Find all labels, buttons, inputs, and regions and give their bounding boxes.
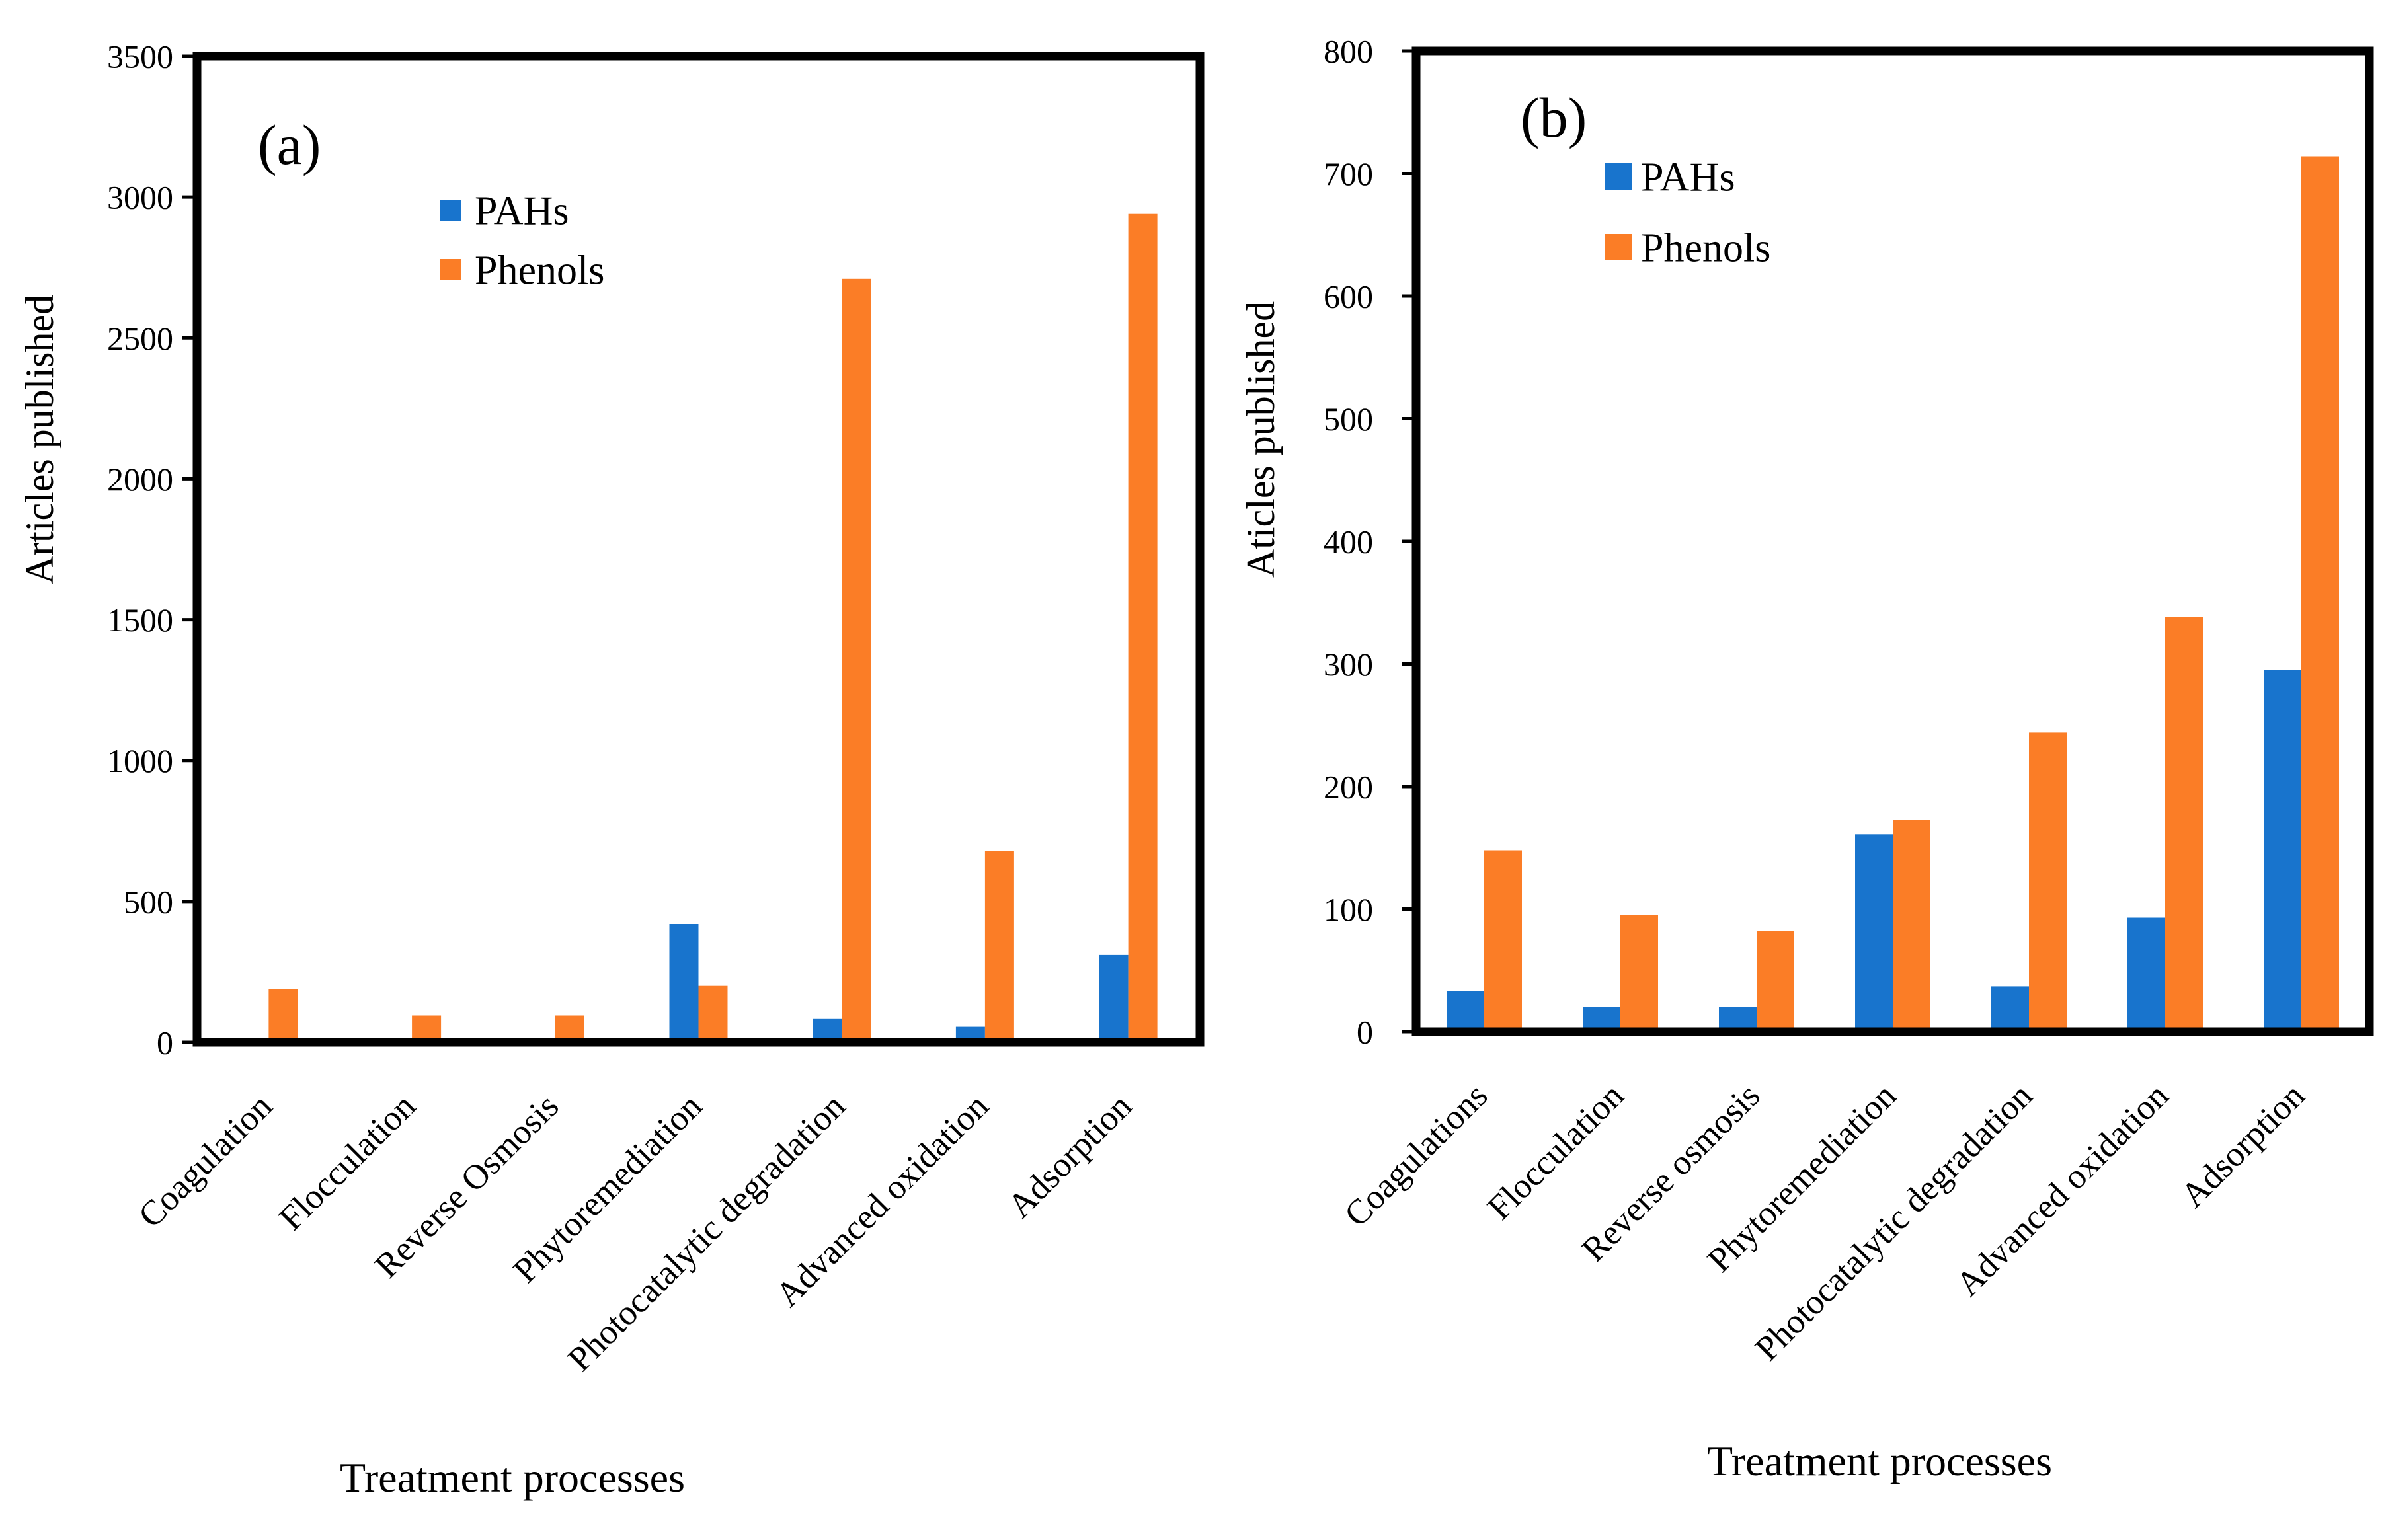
bar-phenols-1 (1620, 915, 1658, 1032)
legend-label-phenols: Phenols (1641, 226, 1770, 271)
y-tick-label-2: 1000 (107, 742, 173, 779)
bar-pahs-6 (1099, 954, 1129, 1042)
y-tick-label-8: 800 (1324, 33, 1373, 70)
x-category-label-0: Coagulations (1337, 1076, 1495, 1234)
bar-pahs-3 (1855, 834, 1893, 1032)
y-tick-label-6: 3000 (107, 179, 173, 216)
bar-phenols-2 (1757, 931, 1794, 1032)
legend-swatch-pahs (440, 200, 461, 221)
bar-phenols-2 (555, 1015, 584, 1042)
bar-phenols-0 (268, 989, 298, 1042)
y-tick-label-5: 2500 (107, 320, 173, 357)
bar-pahs-3 (669, 924, 699, 1042)
legend-label-phenols: Phenols (475, 249, 604, 293)
chart-panel-b: 0 100 200 300 400 500 600 700 800 CoagulationsFlo… (1239, 33, 2374, 1484)
y-tick-label-4: 2000 (107, 461, 173, 498)
panel-label: (a) (258, 113, 321, 176)
y-tick-label-4: 400 (1324, 523, 1373, 560)
bar-phenols-6 (2301, 156, 2339, 1032)
x-axis-title: Treatment processes (340, 1454, 685, 1501)
legend-swatch-pahs (1605, 163, 1632, 190)
bar-phenols-5 (2165, 617, 2203, 1032)
y-tick-label-0: 0 (157, 1024, 173, 1061)
x-category-label-4: Photocatalytic degradation (1748, 1076, 2040, 1368)
x-category-label-4: Photocatalytic degradation (561, 1087, 853, 1379)
bar-phenols-0 (1484, 850, 1522, 1032)
panel-label: (b) (1521, 86, 1587, 149)
y-tick-label-3: 300 (1324, 646, 1373, 683)
x-category-label-1: Flocculation (1480, 1076, 1631, 1227)
x-category-label-0: Coagulation (132, 1087, 280, 1235)
y-tick-label-3: 1500 (107, 601, 173, 638)
bar-phenols-1 (412, 1015, 442, 1042)
legend-swatch-phenols (1605, 234, 1632, 260)
x-category-label-1: Flocculation (272, 1087, 422, 1237)
y-tick-label-1: 100 (1324, 891, 1373, 928)
y-tick-label-5: 500 (1324, 401, 1373, 438)
y-axis-title: Articles published (18, 295, 61, 584)
y-tick-label-7: 700 (1324, 155, 1373, 192)
bar-pahs-0 (1447, 991, 1484, 1032)
bar-phenols-5 (984, 851, 1014, 1042)
chart-panel-a: 0 500 1000 1500 2000 2500 3000 3500 CoagulationF… (18, 38, 1205, 1501)
bar-pahs-5 (2127, 917, 2165, 1032)
x-category-label-6: Adsorption (1000, 1087, 1139, 1225)
bar-phenols-4 (2029, 732, 2067, 1032)
y-tick-label-2: 200 (1324, 769, 1373, 806)
bar-phenols-3 (1893, 820, 1930, 1032)
legend-label-pahs: PAHs (1641, 155, 1735, 200)
y-axis-title: Aticles published (1239, 301, 1283, 578)
bar-phenols-4 (842, 278, 871, 1042)
bar-phenols-6 (1128, 213, 1158, 1043)
y-tick-label-7: 3500 (107, 38, 173, 75)
legend-swatch-phenols (440, 259, 461, 280)
legend-label-pahs: PAHs (475, 189, 569, 234)
bar-phenols-3 (698, 985, 728, 1042)
bar-pahs-4 (1991, 986, 2029, 1032)
y-tick-label-0: 0 (1357, 1014, 1373, 1051)
y-tick-label-1: 500 (124, 883, 173, 920)
bar-pahs-6 (2264, 670, 2301, 1032)
plot-frame (192, 52, 1205, 1047)
y-tick-label-6: 600 (1324, 278, 1373, 315)
x-axis-title: Treatment processes (1707, 1438, 2052, 1484)
x-category-label-6: Adsorption (2174, 1076, 2313, 1215)
